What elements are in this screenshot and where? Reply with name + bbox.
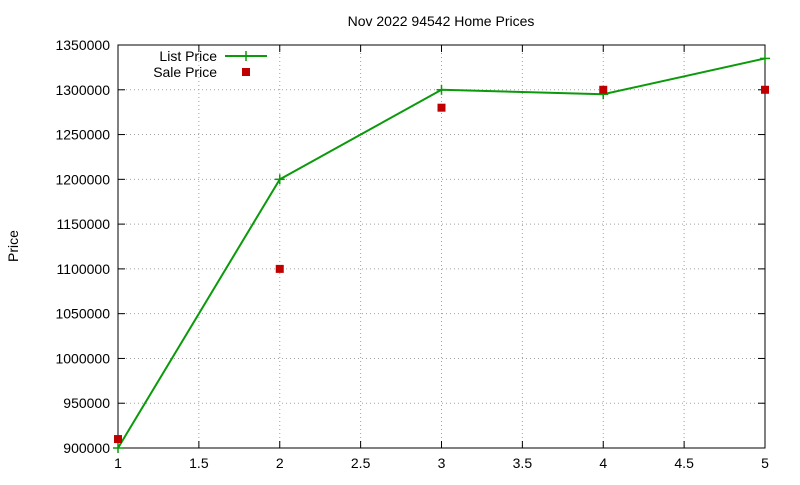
x-tick-label: 2.5 <box>351 455 371 471</box>
axes: 1 1.5 2 2.5 3 3.5 4 4.5 5 900000 950000 1000000 1050… <box>55 37 769 471</box>
y-tick-label: 1000000 <box>55 350 110 366</box>
chart-title: Nov 2022 94542 Home Prices <box>348 13 535 29</box>
y-tick-label: 900000 <box>63 440 110 456</box>
x-tick-label: 2 <box>276 455 284 471</box>
data-point <box>275 264 284 273</box>
legend-label: Sale Price <box>153 64 217 80</box>
y-tick-label: 1150000 <box>57 216 111 232</box>
legend-swatch-marker <box>241 51 251 61</box>
data-point <box>761 85 769 94</box>
y-axis-label: Price <box>5 230 21 262</box>
x-tick-label: 1.5 <box>189 455 209 471</box>
data-point <box>114 435 122 444</box>
y-tick-label: 1300000 <box>55 82 110 98</box>
y-tick-label: 1250000 <box>55 127 110 143</box>
x-tick-label: 3 <box>438 455 446 471</box>
x-tick-label: 4 <box>599 455 607 471</box>
series-sale-price <box>114 85 769 444</box>
data-point <box>437 103 446 112</box>
y-tick-label: 950000 <box>63 395 110 411</box>
plot-border <box>117 44 766 449</box>
x-tick-label: 5 <box>761 455 769 471</box>
x-tick-label: 1 <box>114 455 122 471</box>
data-point <box>113 443 123 453</box>
data-point <box>599 85 608 94</box>
x-tick-label: 3.5 <box>513 455 533 471</box>
data-point <box>760 53 770 64</box>
y-tick-label: 1350000 <box>55 37 110 53</box>
legend-label: List Price <box>159 48 217 64</box>
series-layer <box>113 53 770 453</box>
series-list-price <box>113 53 770 453</box>
data-point <box>436 84 447 95</box>
x-tick-label: 4.5 <box>674 455 694 471</box>
legend-swatch-marker <box>242 68 250 76</box>
y-tick-label: 1200000 <box>55 171 110 187</box>
data-point <box>274 174 285 185</box>
y-tick-label: 1100000 <box>57 261 111 277</box>
y-tick-label: 1050000 <box>55 306 110 322</box>
